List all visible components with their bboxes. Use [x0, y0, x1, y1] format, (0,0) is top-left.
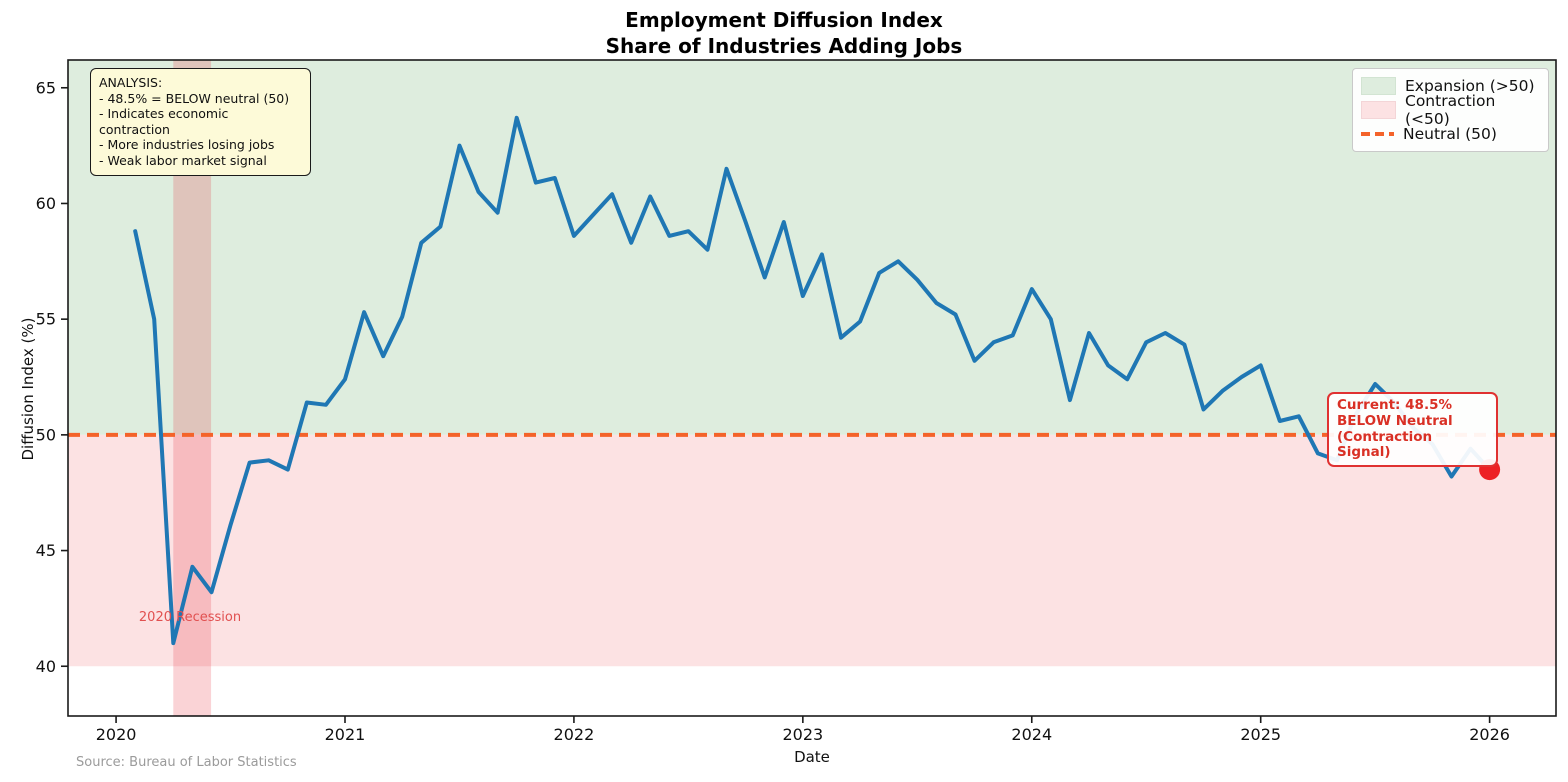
- analysis-annotation: ANALYSIS: - 48.5% = BELOW neutral (50) -…: [90, 68, 311, 176]
- legend-label: Expansion (>50): [1405, 77, 1535, 95]
- analysis-line: - Weak labor market signal: [99, 152, 267, 168]
- legend-item-contraction: Contraction (<50): [1361, 92, 1540, 128]
- source-note: Source: Bureau of Labor Statistics: [76, 755, 297, 770]
- analysis-line: - Indicates economic contraction: [99, 106, 229, 137]
- chart-title-line2: Share of Industries Adding Jobs: [605, 34, 963, 58]
- y-tick-label: 50: [36, 425, 56, 444]
- y-tick-label: 45: [36, 541, 56, 560]
- x-axis-label: Date: [794, 748, 830, 766]
- current-line: (Contraction Signal): [1337, 428, 1433, 461]
- analysis-title: ANALYSIS:: [99, 75, 163, 90]
- legend-label: Neutral (50): [1403, 125, 1497, 143]
- chart-title-line1: Employment Diffusion Index: [625, 8, 943, 32]
- current-line: Current: 48.5%: [1337, 397, 1452, 413]
- current-value-annotation: Current: 48.5% BELOW Neutral (Contractio…: [1327, 392, 1498, 468]
- expansion-region: [68, 60, 1556, 435]
- legend: Expansion (>50) Contraction (<50) Neutra…: [1352, 68, 1549, 152]
- axes-spines: [67, 59, 1557, 717]
- legend-item-expansion: Expansion (>50): [1361, 74, 1540, 98]
- expansion-swatch-icon: [1361, 77, 1396, 95]
- y-axis-label: Diffusion Index (%): [19, 317, 37, 461]
- x-tick-label: 2021: [325, 725, 366, 744]
- legend-label: Contraction (<50): [1405, 92, 1496, 128]
- legend-item-neutral: Neutral (50): [1361, 122, 1540, 146]
- x-tick-label: 2025: [1240, 725, 1281, 744]
- y-tick-label: 40: [36, 657, 56, 676]
- current-line: BELOW Neutral: [1337, 412, 1453, 429]
- x-tick-label: 2026: [1469, 725, 1510, 744]
- analysis-line: - 48.5% = BELOW neutral (50): [99, 90, 290, 106]
- recession-band-label: 2020 Recession: [138, 610, 242, 625]
- contraction-swatch-icon: [1361, 101, 1396, 119]
- diffusion-index-line: [133, 115, 1492, 646]
- contraction-region: [68, 434, 1556, 667]
- neutral-dash-swatch-icon: [1361, 132, 1394, 136]
- analysis-line: - More industries losing jobs: [99, 137, 275, 153]
- y-tick-label: 60: [36, 194, 56, 213]
- x-tick-label: 2020: [96, 725, 137, 744]
- x-tick-label: 2024: [1011, 725, 1052, 744]
- y-tick-label: 65: [36, 78, 56, 97]
- x-tick-label: 2023: [782, 725, 823, 744]
- x-tick-label: 2022: [554, 725, 595, 744]
- chart-title: Employment Diffusion Index Share of Indu…: [0, 7, 1568, 59]
- y-tick-label: 55: [36, 310, 56, 329]
